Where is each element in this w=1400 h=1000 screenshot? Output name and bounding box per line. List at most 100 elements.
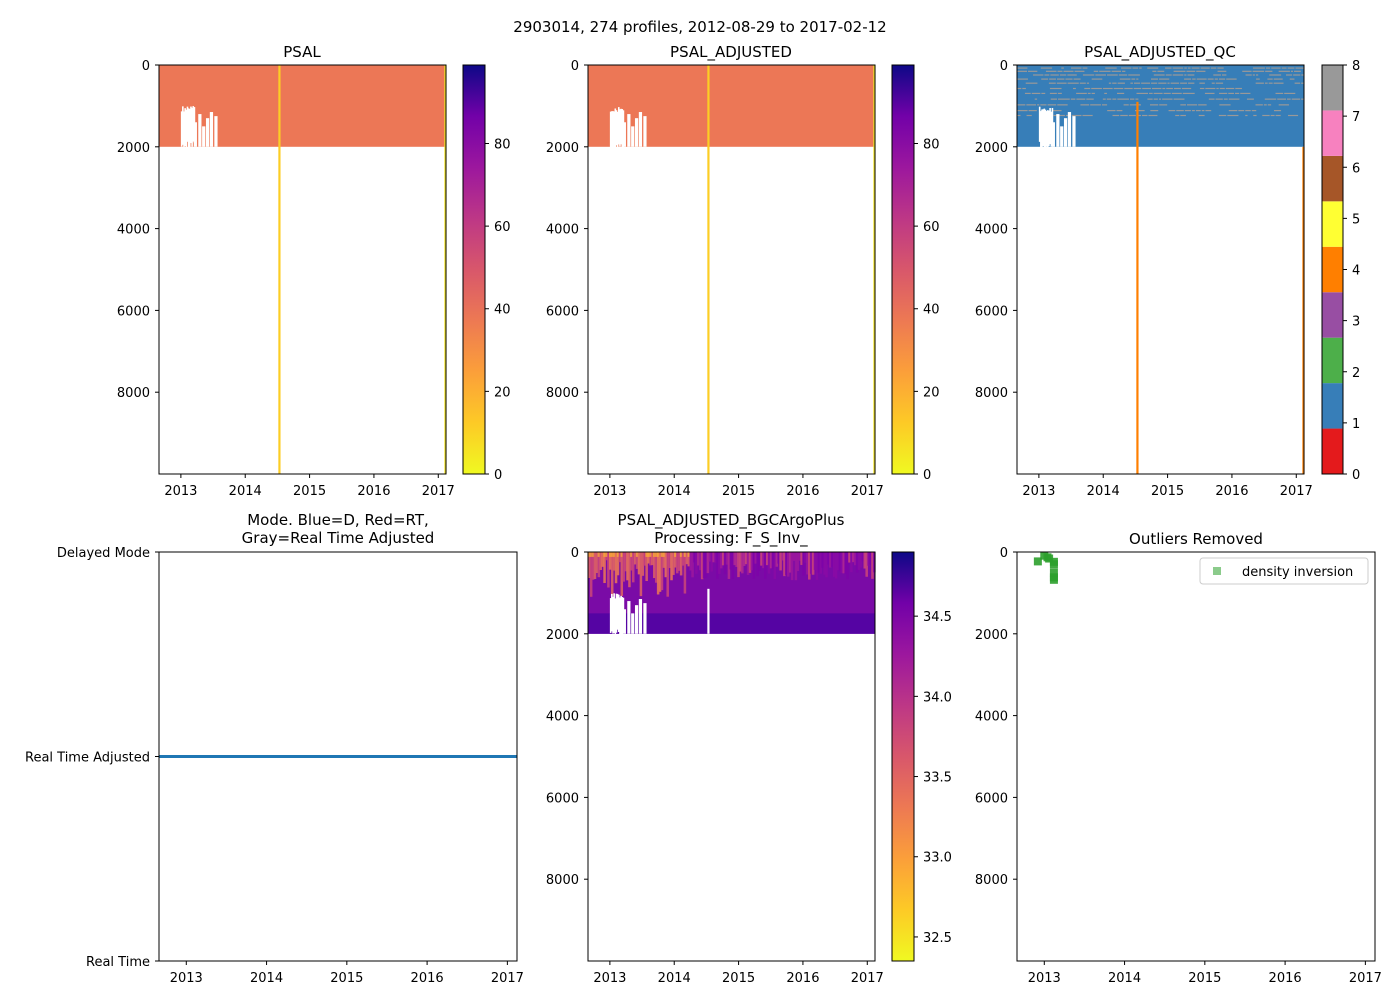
qc-flag-row xyxy=(1180,114,1186,117)
qc-flag-row xyxy=(1172,67,1184,69)
qc-flag-row xyxy=(1275,92,1284,95)
x-tick-label: 2017 xyxy=(422,484,455,499)
panel-outliers-legend[interactable]: density inversion xyxy=(1199,557,1369,585)
outlier-point xyxy=(1045,554,1054,563)
qc-flag-row xyxy=(1149,92,1153,95)
qc-flag-row xyxy=(1170,82,1180,84)
heatmap-fill xyxy=(588,65,875,147)
profile-column xyxy=(712,552,715,563)
x-tick-label: 2013 xyxy=(593,971,626,986)
profile-column xyxy=(739,552,742,572)
qc-flag-row xyxy=(1184,78,1192,80)
profile-surface xyxy=(620,552,624,557)
qc-flag-row xyxy=(1217,70,1227,72)
qc-flag-row xyxy=(1165,74,1172,76)
colorbar-gradient xyxy=(462,64,486,475)
colorbar-segment xyxy=(1322,337,1343,384)
profile-column xyxy=(821,552,824,568)
profile-column xyxy=(867,552,870,566)
x-tick-label: 2014 xyxy=(658,971,691,986)
data-gap xyxy=(620,108,622,145)
qc-flag-row xyxy=(1252,67,1265,69)
x-tick-label: 2016 xyxy=(1269,971,1302,986)
qc-flag-row xyxy=(1049,87,1062,90)
qc-flag-row xyxy=(1061,67,1064,69)
profile-surface xyxy=(609,552,612,557)
profile-column xyxy=(597,552,601,578)
qc-flag-row xyxy=(1184,67,1187,69)
qc-flag-row xyxy=(1263,104,1267,106)
qc-flag-row xyxy=(1153,74,1165,76)
qc-flag-row xyxy=(1242,70,1252,72)
qc-flag-row xyxy=(1107,109,1116,112)
qc-flag-row xyxy=(1215,82,1224,84)
data-gap xyxy=(611,593,613,632)
qc-flag-row xyxy=(1158,82,1167,84)
qc-flag-row xyxy=(1270,114,1275,117)
profile-surface xyxy=(635,552,639,557)
qc-flag-row xyxy=(1132,67,1139,69)
qc-flag-row xyxy=(1017,67,1028,69)
qc-flag-row xyxy=(1273,82,1284,84)
outlier-point xyxy=(1049,560,1058,569)
colorbar-segment xyxy=(1322,65,1343,111)
profile-column xyxy=(662,552,666,568)
colorbar-segment xyxy=(1322,246,1343,293)
qc-flag-row xyxy=(1210,67,1217,69)
profile-column xyxy=(823,552,826,575)
qc-flag-row xyxy=(1228,109,1238,112)
anomaly-profile xyxy=(1136,101,1139,474)
qc-flag-row xyxy=(1129,98,1135,100)
qc-flag-row xyxy=(1219,92,1228,95)
qc-flag-row xyxy=(1059,74,1067,76)
profile-column xyxy=(842,552,845,574)
panel-mode-title-line: Gray=Real Time Adjusted xyxy=(242,529,435,547)
qc-flag-row xyxy=(1134,109,1138,112)
profile-column xyxy=(819,552,823,574)
profile-surface xyxy=(679,552,683,557)
qc-flag-row xyxy=(1245,109,1251,112)
qc-flag-row xyxy=(1188,82,1195,84)
profile-column xyxy=(610,552,614,596)
profile-column xyxy=(685,552,689,565)
qc-flag-row xyxy=(1228,98,1240,100)
axes-frame xyxy=(1016,551,1376,962)
data-gap xyxy=(1042,109,1044,147)
profile-column xyxy=(792,552,796,561)
x-tick-label: 2014 xyxy=(250,971,283,986)
x-tick-label: 2016 xyxy=(786,971,819,986)
colorbar-tick-label: 32.5 xyxy=(923,931,952,946)
qc-flag-row xyxy=(1267,78,1273,80)
qc-flag-row xyxy=(1102,98,1106,100)
data-gap xyxy=(205,118,210,147)
data-gap xyxy=(1038,106,1041,142)
profile-column xyxy=(754,552,757,564)
panel-psal-adjusted: PSAL_ADJUSTED 2013 2014 2015 2016 2017 0 2000 4… xyxy=(546,43,940,499)
panel-bgcargoplus-ticks: 2013 2014 2015 2016 2017 0 2000 4000 6000 8000 xyxy=(546,546,884,986)
qc-flag-row xyxy=(1044,74,1050,76)
qc-flag-row xyxy=(1024,92,1031,95)
qc-flag-row xyxy=(1031,92,1041,95)
qc-flag-row xyxy=(1136,92,1149,95)
qc-flag-row xyxy=(1274,109,1282,112)
y-tick-label: 2000 xyxy=(975,628,1008,643)
qc-flag-row xyxy=(1199,87,1205,90)
profile-column xyxy=(654,552,658,583)
y-tick-label: Delayed Mode xyxy=(57,546,150,561)
profile-column xyxy=(630,552,633,571)
profile-column xyxy=(612,552,616,571)
panel-bgcargoplus-title-line: Processing: F_S_Inv_ xyxy=(654,529,808,548)
profile-column xyxy=(689,552,692,571)
qc-flag-row xyxy=(1050,98,1057,100)
y-tick-label: 8000 xyxy=(546,386,579,401)
data-gap xyxy=(634,118,639,147)
qc-flag-row xyxy=(1033,74,1044,76)
qc-flag-row xyxy=(1225,87,1235,90)
colorbar-segment xyxy=(1322,110,1343,156)
profile-column xyxy=(846,552,849,580)
profile-column xyxy=(742,552,746,566)
qc-flag-row xyxy=(1162,87,1166,90)
data-gap xyxy=(184,108,186,146)
y-tick-label: 8000 xyxy=(117,386,150,401)
profile-column xyxy=(651,552,654,566)
